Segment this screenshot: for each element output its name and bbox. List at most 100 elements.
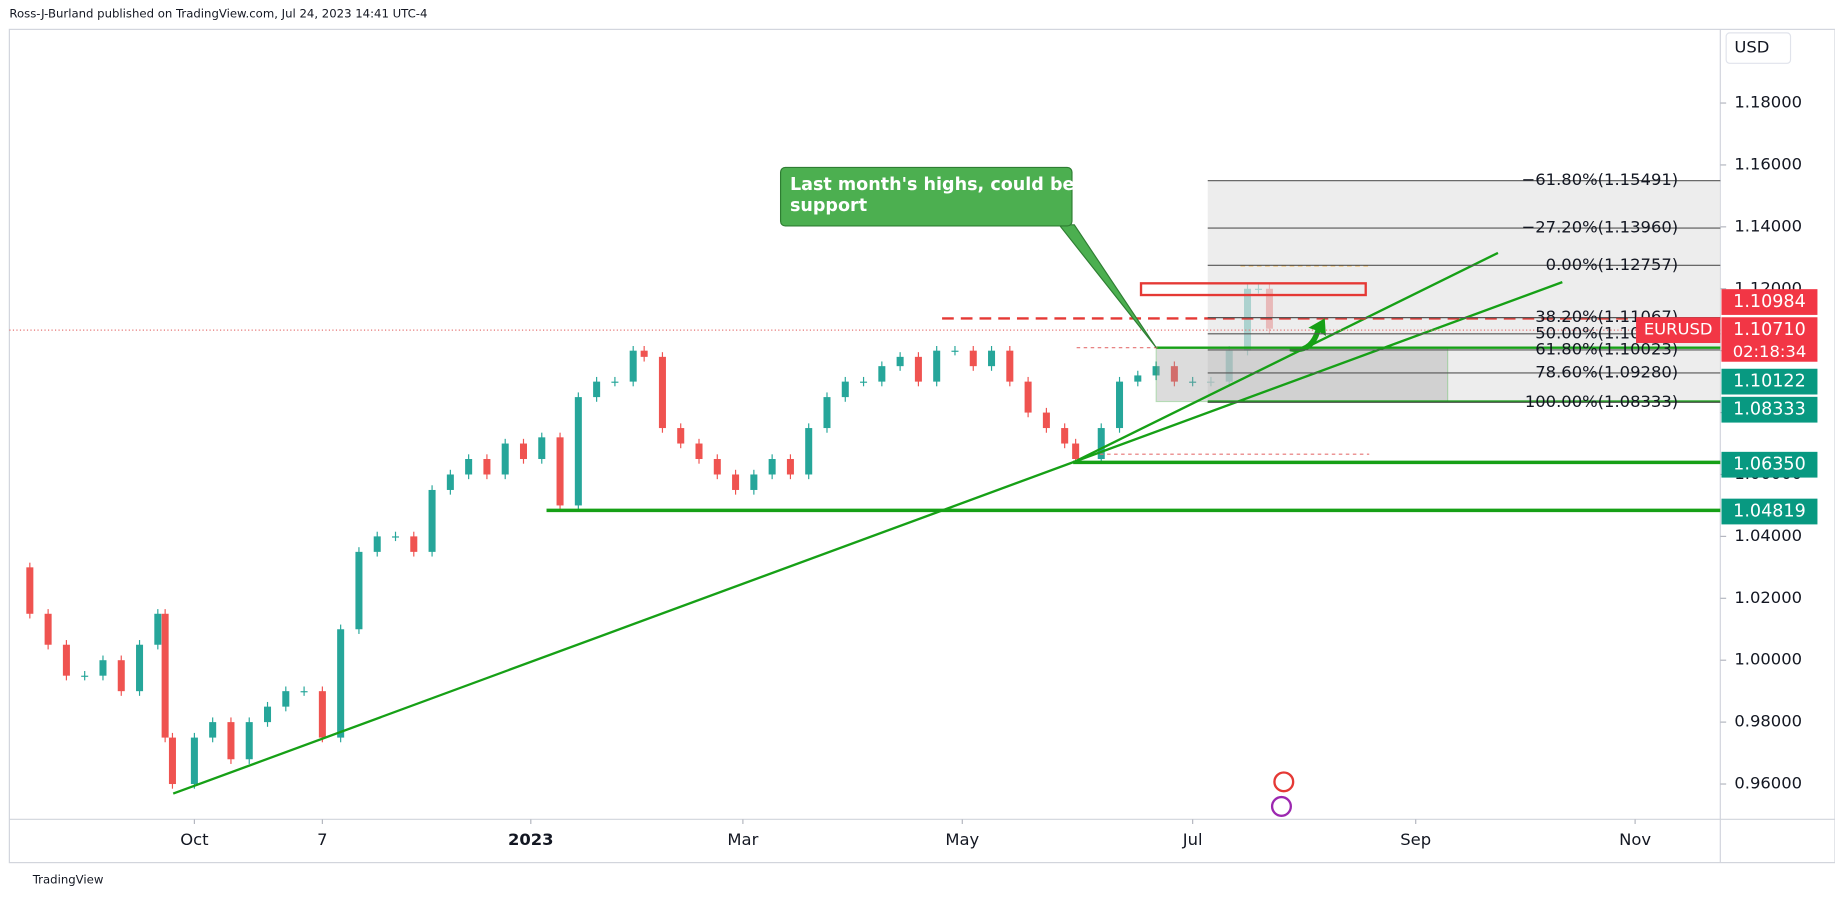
candle [62, 644, 70, 676]
candle [99, 660, 107, 676]
candle [896, 356, 904, 367]
y-tick-label: 1.16000 [1734, 154, 1802, 173]
candle [860, 381, 868, 383]
candle [245, 722, 253, 760]
candle [465, 459, 473, 475]
candle [1189, 381, 1197, 383]
fib-area [1207, 181, 1721, 402]
candle [933, 350, 941, 382]
candle [501, 443, 509, 475]
callout-text: Last month's highs, could be [790, 175, 1075, 195]
candle [117, 660, 125, 692]
fib-label: −27.20%(1.13960) [1522, 218, 1679, 237]
x-tick-label: 2023 [508, 830, 554, 849]
x-tick-label: Nov [1619, 830, 1651, 849]
x-tick-label: Mar [727, 830, 758, 849]
candle [154, 613, 162, 645]
price-tag [1721, 289, 1818, 315]
candle [805, 428, 813, 475]
frame [8, 28, 1835, 864]
candle [988, 350, 996, 367]
fib-label: 0.00%(1.12757) [1546, 255, 1679, 274]
candle [677, 428, 685, 444]
candle [161, 613, 169, 738]
candle [1072, 443, 1080, 460]
candle [264, 706, 272, 723]
candle [750, 474, 758, 490]
candle [81, 675, 89, 677]
currency-box[interactable] [1725, 32, 1792, 64]
candle [878, 366, 886, 382]
candle [318, 691, 326, 738]
candle [355, 551, 363, 630]
candle [190, 737, 198, 785]
candle [1116, 381, 1124, 429]
candle [227, 722, 235, 760]
y-tick-label: 1.14000 [1734, 216, 1802, 235]
fib-label: −61.80%(1.15491) [1522, 170, 1679, 189]
candle [732, 474, 740, 490]
price-tag-label: 1.04819 [1733, 502, 1806, 522]
price-tag-label: 1.06350 [1733, 455, 1806, 475]
candle [969, 350, 977, 367]
price-tag [1721, 451, 1818, 478]
candle [658, 356, 666, 429]
price-tag-label: 1.10984 [1733, 292, 1806, 312]
price-tag [1721, 317, 1818, 362]
y-tick-label: 1.18000 [1734, 93, 1802, 112]
candle [1152, 366, 1160, 376]
price-tag [1721, 396, 1818, 423]
candle [823, 397, 831, 429]
candle [593, 381, 601, 398]
candle [136, 644, 144, 692]
event-icon[interactable] [1273, 771, 1295, 793]
event-icon[interactable] [1270, 795, 1292, 817]
candle [519, 443, 527, 460]
candle [391, 536, 400, 538]
candle [428, 489, 436, 552]
x-tick-label: May [945, 830, 979, 849]
candle [1134, 375, 1142, 382]
candle [914, 356, 922, 382]
candle [337, 629, 345, 738]
candle [1097, 428, 1105, 460]
header: Ross-J-Burland published on TradingView.… [9, 7, 427, 21]
y-tick-label: 1.00000 [1734, 650, 1802, 669]
x-tick-label: Sep [1400, 830, 1431, 849]
candle [786, 459, 794, 475]
candle [44, 613, 52, 645]
candle [574, 397, 582, 506]
candle [282, 691, 290, 707]
candle [26, 567, 34, 614]
candle [611, 381, 619, 383]
fib-label: 61.80%(1.10023) [1535, 339, 1678, 358]
candle [629, 350, 637, 382]
candle [410, 536, 418, 552]
candle [209, 722, 217, 738]
symbol-label: EURUSD [1644, 320, 1713, 339]
candle [695, 443, 703, 460]
candle [713, 459, 721, 475]
red-box [1139, 282, 1367, 297]
fib-label: 100.00%(1.08333) [1525, 392, 1678, 411]
candle [951, 350, 959, 352]
x-tick-label: Jul [1182, 830, 1203, 849]
candle [640, 350, 648, 357]
candle [556, 437, 564, 506]
candle [300, 691, 308, 693]
candle [538, 437, 546, 460]
candle [1042, 412, 1050, 429]
symbol-tag [1636, 317, 1721, 344]
price-tag-label: 1.10710 [1733, 320, 1806, 340]
candle [168, 737, 176, 785]
trend-line [172, 281, 1563, 795]
candle [373, 536, 381, 552]
callout [779, 166, 1073, 227]
price-tag [1721, 498, 1818, 525]
candle [483, 459, 491, 475]
candle [768, 459, 776, 475]
candle [1170, 366, 1178, 382]
